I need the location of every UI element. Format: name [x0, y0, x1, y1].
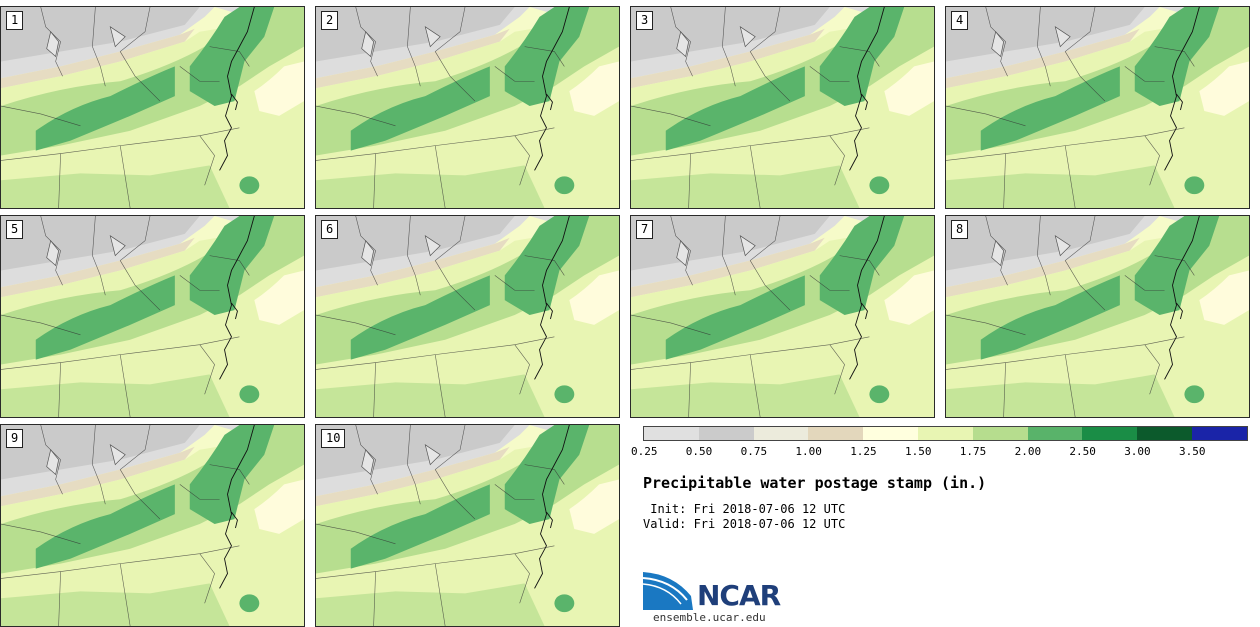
- pw-map-icon: [316, 425, 619, 626]
- site-url: ensemble.ucar.edu: [653, 611, 766, 624]
- colorbar-tick-label: 0.25: [631, 445, 658, 458]
- colorbar-tick-label: 0.50: [685, 445, 713, 458]
- member-label: 5: [6, 220, 24, 239]
- colorbar-swatch: [1191, 427, 1247, 440]
- colorbar-tick-label: 1.00: [795, 445, 822, 458]
- member-label: 9: [6, 429, 24, 448]
- member-label: 1: [6, 11, 24, 30]
- member-panel-7: 7: [630, 215, 935, 418]
- pw-map-icon: [1, 7, 304, 208]
- member-panel-10: 10: [315, 424, 620, 627]
- member-panel-2: 2: [315, 6, 620, 209]
- pw-map-icon: [631, 7, 934, 208]
- member-panel-9: 9: [0, 424, 305, 627]
- colorbar-swatch: [698, 427, 754, 440]
- colorbar-tick-label: 1.75: [959, 445, 987, 458]
- valid-time: Valid: Fri 2018-07-06 12 UTC: [643, 517, 846, 531]
- member-panel-4: 4: [945, 6, 1250, 209]
- colorbar-swatch: [972, 427, 1028, 440]
- member-panel-6: 6: [315, 215, 620, 418]
- pw-map-icon: [316, 216, 619, 417]
- pw-map-icon: [946, 216, 1249, 417]
- plot-title: Precipitable water postage stamp (in.): [643, 474, 987, 492]
- member-panel-1: 1: [0, 6, 305, 209]
- colorbar-ticks: 0.25 0.50 0.75 1.00 1.25 1.50 1.75 2.00 2.50 3.00…: [631, 445, 1260, 461]
- member-label: 3: [636, 11, 654, 30]
- colorbar-swatch: [808, 427, 864, 440]
- pw-map-icon: [631, 216, 934, 417]
- pw-map-icon: [316, 7, 619, 208]
- colorbar-tick-label: 2.00: [1014, 445, 1042, 458]
- colorbar-tick-label: 1.25: [850, 445, 877, 458]
- member-panel-8: 8: [945, 215, 1250, 418]
- member-panel-3: 3: [630, 6, 935, 209]
- member-label: 2: [321, 11, 339, 30]
- colorbar-tick-label: 1.50: [905, 445, 932, 458]
- ncar-logo-icon: [643, 572, 693, 610]
- init-time: Init: Fri 2018-07-06 12 UTC: [643, 502, 846, 516]
- colorbar: [643, 426, 1248, 441]
- member-label: 7: [636, 220, 654, 239]
- colorbar-tick-label: 3.00: [1124, 445, 1151, 458]
- colorbar-swatch: [1027, 427, 1083, 440]
- member-label: 4: [951, 11, 969, 30]
- colorbar-tick-label: 0.75: [740, 445, 768, 458]
- pw-map-icon: [946, 7, 1249, 208]
- member-label: 8: [951, 220, 969, 239]
- colorbar-swatch: [1137, 427, 1192, 440]
- colorbar-tick-label: 3.50: [1179, 445, 1206, 458]
- colorbar-swatch: [917, 427, 973, 440]
- pw-map-icon: [1, 425, 304, 626]
- member-label: 6: [321, 220, 339, 239]
- pw-map-icon: [1, 216, 304, 417]
- member-panel-5: 5: [0, 215, 305, 418]
- colorbar-swatch: [863, 427, 918, 440]
- colorbar-swatch: [1082, 427, 1138, 440]
- colorbar-tick-label: 2.50: [1069, 445, 1096, 458]
- ncar-logo-text: NCAR: [697, 579, 781, 612]
- colorbar-swatch: [644, 427, 699, 440]
- colorbar-swatch: [753, 427, 809, 440]
- member-label: 10: [321, 429, 346, 448]
